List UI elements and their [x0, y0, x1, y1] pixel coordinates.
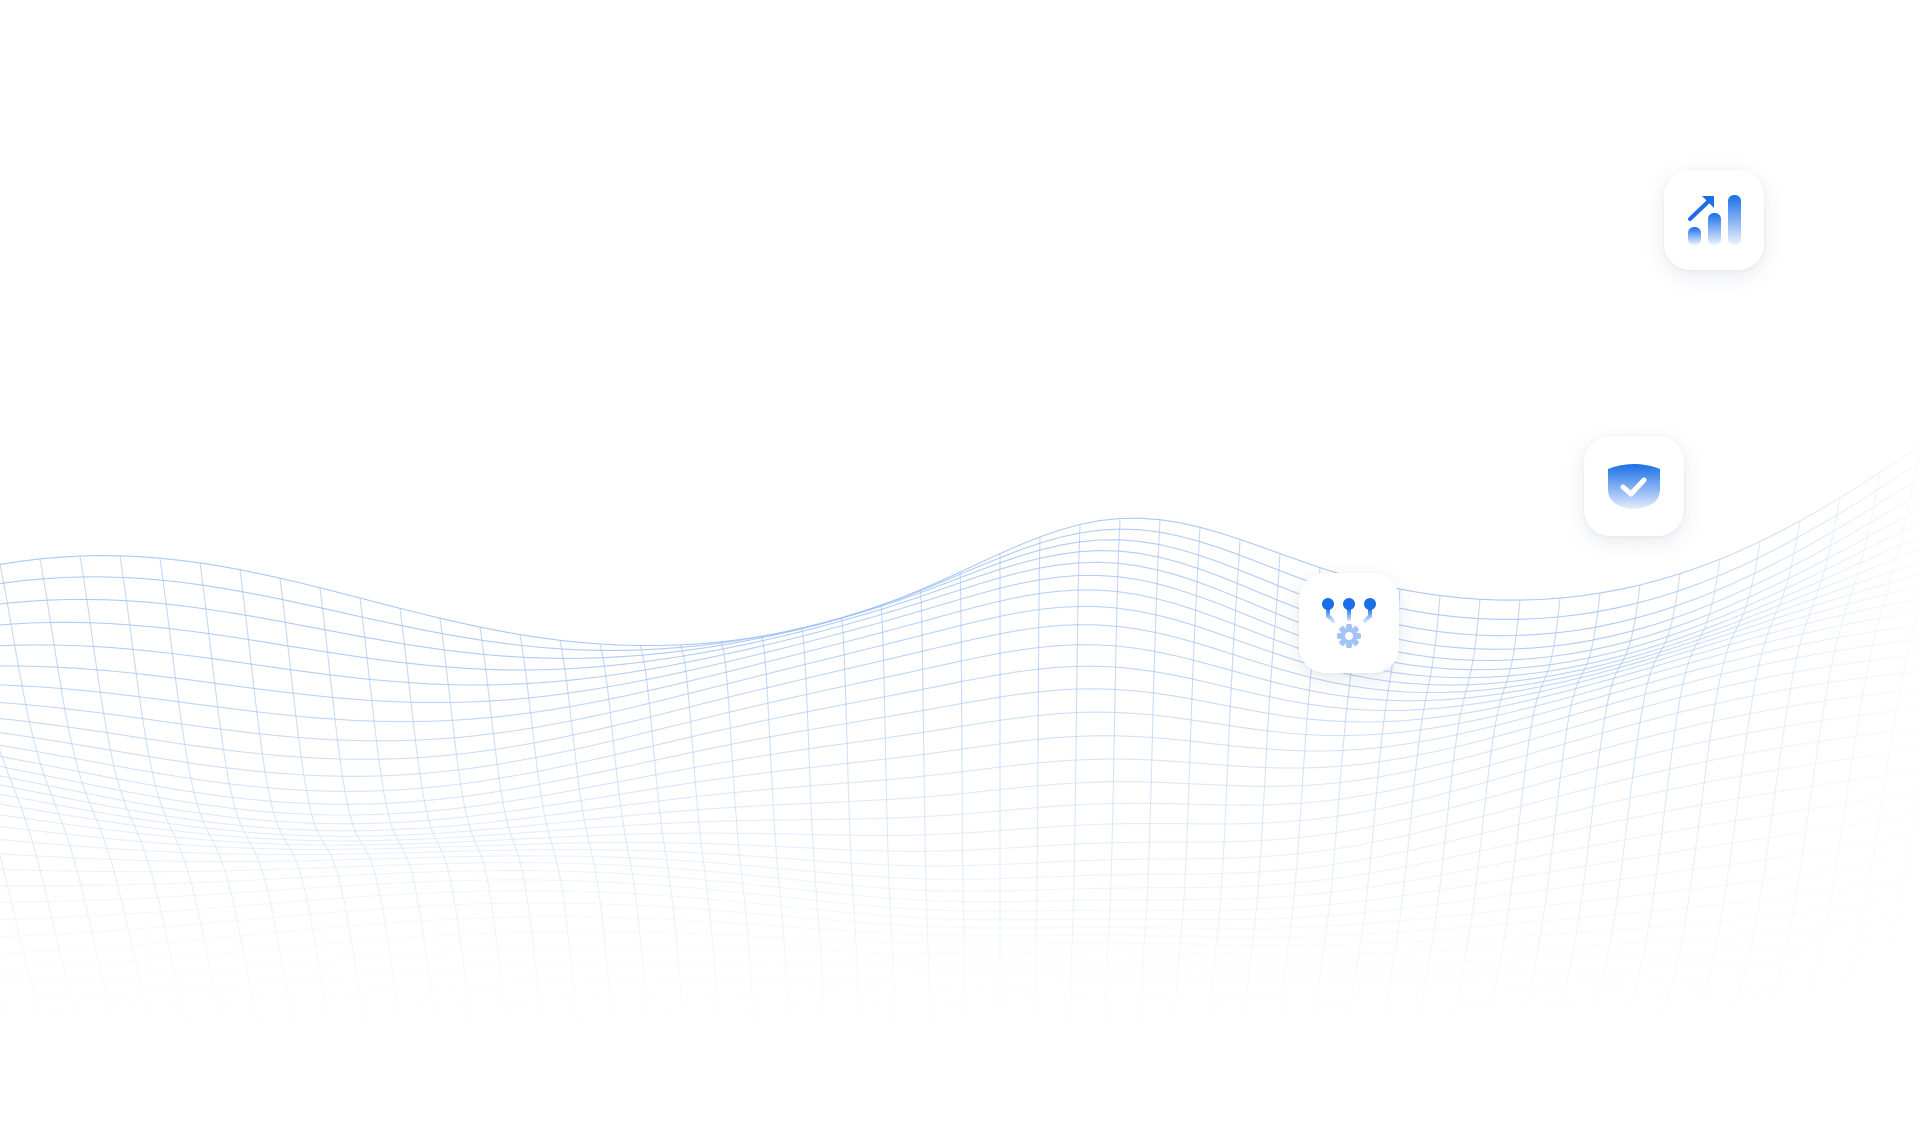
integration-gear-tile — [1299, 573, 1399, 673]
shield-check-icon — [1608, 464, 1660, 509]
growth-chart-icon — [1688, 195, 1741, 245]
growth-chart-tile — [1664, 170, 1764, 270]
shield-check-tile — [1584, 436, 1684, 536]
integration-gear-icon — [1322, 598, 1376, 648]
